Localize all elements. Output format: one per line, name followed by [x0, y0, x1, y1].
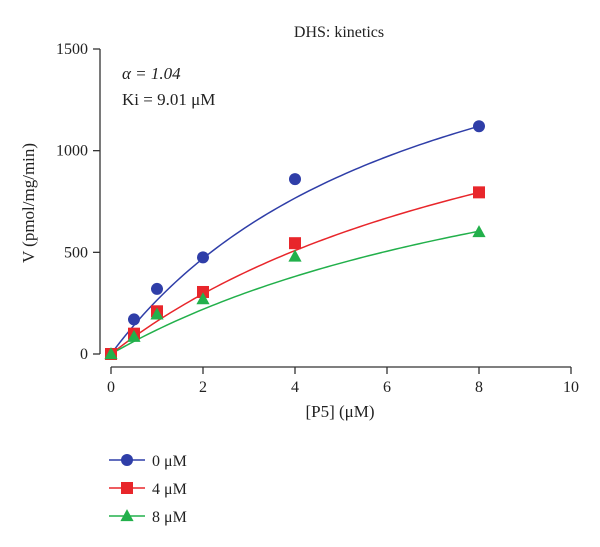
y-tick-label: 0 [80, 346, 88, 363]
x-tick-label: 10 [563, 379, 579, 396]
data-point [472, 225, 485, 237]
legend-label: 0 μM [152, 453, 187, 470]
data-points [104, 120, 485, 360]
data-point [289, 237, 301, 249]
data-point [288, 250, 301, 262]
y-tick-label: 1500 [56, 41, 88, 58]
x-tick-label: 4 [291, 379, 299, 396]
data-point [289, 173, 301, 185]
data-point [473, 186, 485, 198]
data-point [128, 313, 140, 325]
x-tick-label: 6 [383, 379, 391, 396]
legend-marker [121, 482, 133, 494]
legend-label: 8 μM [152, 509, 187, 526]
legend-label: 4 μM [152, 481, 187, 498]
y-axis-label: V (pmol/mg/min) [19, 143, 38, 263]
x-tick-label: 2 [199, 379, 207, 396]
legend: 0 μM 4 μM 8 μM [109, 453, 187, 526]
x-tick-label: 0 [107, 379, 115, 396]
annotation-ki: Ki = 9.01 μM [122, 90, 215, 109]
data-point [197, 251, 209, 263]
annotation-alpha: α = 1.04 [122, 64, 181, 83]
fit-curve [111, 192, 479, 354]
y-tick-label: 500 [64, 244, 88, 261]
legend-marker [121, 454, 133, 466]
data-point [151, 283, 163, 295]
chart-title: DHS: kinetics [294, 24, 384, 41]
y-tick-label: 1000 [56, 143, 88, 160]
data-point [473, 120, 485, 132]
x-tick-label: 8 [475, 379, 483, 396]
legend-marker [120, 509, 133, 521]
x-axis-label: [P5] (μM) [305, 402, 374, 421]
